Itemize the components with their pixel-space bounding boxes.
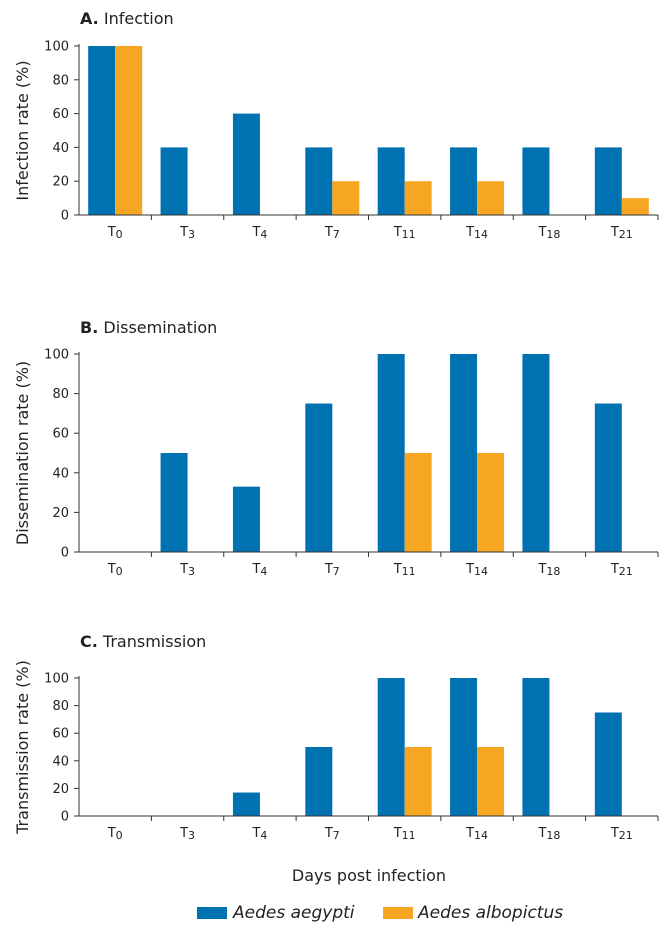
y-tick-label: 100 bbox=[44, 348, 69, 363]
y-tick-label: 80 bbox=[52, 387, 69, 402]
legend-label: Aedes aegypti bbox=[232, 903, 355, 923]
bar-aegypti-t7 bbox=[305, 747, 333, 816]
legend-item-albopictus: Aedes albopictus bbox=[383, 903, 563, 923]
x-tick-label-t11: T11 bbox=[393, 225, 416, 241]
y-tick-label: 40 bbox=[52, 141, 69, 156]
panel-letter: B. bbox=[80, 318, 98, 337]
bar-aegypti-t7 bbox=[305, 403, 333, 552]
x-tick-label-t18: T18 bbox=[537, 562, 560, 578]
x-tick-label-t0: T0 bbox=[107, 562, 123, 578]
x-tick-label-t18: T18 bbox=[537, 225, 560, 241]
y-tick-label: 60 bbox=[52, 107, 69, 122]
panel-3: C. Transmission Transmission rate (%) 0 20 4… bbox=[13, 632, 659, 842]
bar-aegypti-t11 bbox=[377, 678, 405, 816]
legend-swatch bbox=[383, 907, 413, 919]
x-tick-label-t4: T4 bbox=[251, 826, 267, 842]
y-tick-label: 20 bbox=[52, 506, 69, 521]
bar-albopictus-t11 bbox=[404, 747, 432, 816]
bar-albopictus-t11 bbox=[404, 453, 432, 552]
panel-title-text: Infection bbox=[99, 9, 174, 28]
legend: Aedes aegypti Aedes albopictus bbox=[197, 903, 563, 923]
y-axis-label: Dissemination rate (%) bbox=[13, 361, 32, 545]
bar-albopictus-t21 bbox=[621, 198, 649, 215]
y-tick-label: 0 bbox=[61, 546, 69, 561]
legend-label: Aedes albopictus bbox=[417, 903, 563, 923]
x-tick-label-t14: T14 bbox=[465, 826, 488, 842]
bar-aegypti-t4 bbox=[232, 113, 260, 215]
bar-aegypti-t18 bbox=[522, 147, 550, 215]
x-tick-label-t7: T7 bbox=[324, 826, 340, 842]
bar-aegypti-t14 bbox=[450, 678, 478, 816]
panel-letter: C. bbox=[80, 632, 98, 651]
bar-aegypti-t3 bbox=[160, 453, 188, 552]
bar-aegypti-t11 bbox=[377, 147, 405, 215]
y-tick-label: 20 bbox=[52, 782, 69, 797]
y-tick-label: 60 bbox=[52, 427, 69, 442]
bar-aegypti-t14 bbox=[450, 354, 478, 552]
x-tick-label-t4: T4 bbox=[251, 225, 267, 241]
x-tick-label-t14: T14 bbox=[465, 562, 488, 578]
panel-title: C. Transmission bbox=[80, 632, 206, 651]
x-tick-label-t18: T18 bbox=[537, 826, 560, 842]
bar-albopictus-t11 bbox=[404, 181, 432, 215]
y-axis-label: Transmission rate (%) bbox=[13, 660, 32, 835]
panel-title: B. Dissemination bbox=[80, 318, 217, 337]
panel-title-text: Dissemination bbox=[98, 318, 217, 337]
x-tick-label-t4: T4 bbox=[251, 562, 267, 578]
bar-aegypti-t18 bbox=[522, 678, 550, 816]
bar-aegypti-t21 bbox=[594, 403, 622, 552]
y-tick-label: 80 bbox=[52, 73, 69, 88]
x-tick-label-t21: T21 bbox=[610, 225, 633, 241]
bar-aegypti-t11 bbox=[377, 354, 405, 552]
panel-2: B. Dissemination Dissemination rate (%) 0 2… bbox=[13, 318, 659, 578]
bar-aegypti-t21 bbox=[594, 147, 622, 215]
y-tick-label: 40 bbox=[52, 466, 69, 481]
panel-title: A. Infection bbox=[80, 9, 174, 28]
y-tick-label: 40 bbox=[52, 754, 69, 769]
bar-albopictus-t7 bbox=[332, 181, 360, 215]
y-tick-label: 80 bbox=[52, 699, 69, 714]
x-tick-label-t11: T11 bbox=[393, 562, 416, 578]
bar-aegypti-t18 bbox=[522, 354, 550, 552]
bar-albopictus-t14 bbox=[477, 453, 505, 552]
x-tick-label-t3: T3 bbox=[179, 562, 195, 578]
y-axis-label: Infection rate (%) bbox=[13, 60, 32, 200]
bar-aegypti-t14 bbox=[450, 147, 478, 215]
bar-albopictus-t14 bbox=[477, 747, 505, 816]
y-tick-label: 60 bbox=[52, 727, 69, 742]
x-tick-label-t21: T21 bbox=[610, 826, 633, 842]
legend-swatch bbox=[197, 907, 227, 919]
panels: A. Infection Infection rate (%) 0 20 40 60 80 1… bbox=[13, 9, 659, 842]
x-tick-label-t3: T3 bbox=[179, 826, 195, 842]
x-tick-label-t11: T11 bbox=[393, 826, 416, 842]
x-tick-label-t14: T14 bbox=[465, 225, 488, 241]
bar-aegypti-t4 bbox=[232, 486, 260, 552]
bar-aegypti-t0 bbox=[88, 46, 116, 215]
x-tick-label-t21: T21 bbox=[610, 562, 633, 578]
bar-albopictus-t0 bbox=[115, 46, 143, 215]
panel-letter: A. bbox=[80, 9, 99, 28]
x-axis-label: Days post infection bbox=[292, 866, 446, 885]
y-tick-label: 0 bbox=[61, 209, 69, 224]
panel-title-text: Transmission bbox=[98, 632, 206, 651]
x-tick-label-t0: T0 bbox=[107, 826, 123, 842]
y-tick-label: 100 bbox=[44, 40, 69, 55]
panel-1: A. Infection Infection rate (%) 0 20 40 60 80 1… bbox=[13, 9, 659, 241]
x-tick-label-t3: T3 bbox=[179, 225, 195, 241]
y-tick-label: 20 bbox=[52, 175, 69, 190]
x-tick-label-t7: T7 bbox=[324, 225, 340, 241]
bar-aegypti-t7 bbox=[305, 147, 333, 215]
bar-albopictus-t14 bbox=[477, 181, 505, 215]
y-tick-label: 100 bbox=[44, 672, 69, 687]
legend-item-aegypti: Aedes aegypti bbox=[197, 903, 355, 923]
x-tick-label-t7: T7 bbox=[324, 562, 340, 578]
bar-aegypti-t21 bbox=[594, 712, 622, 816]
bar-aegypti-t4 bbox=[232, 792, 260, 816]
x-tick-label-t0: T0 bbox=[107, 225, 123, 241]
bar-aegypti-t3 bbox=[160, 147, 188, 215]
y-tick-label: 0 bbox=[61, 810, 69, 825]
